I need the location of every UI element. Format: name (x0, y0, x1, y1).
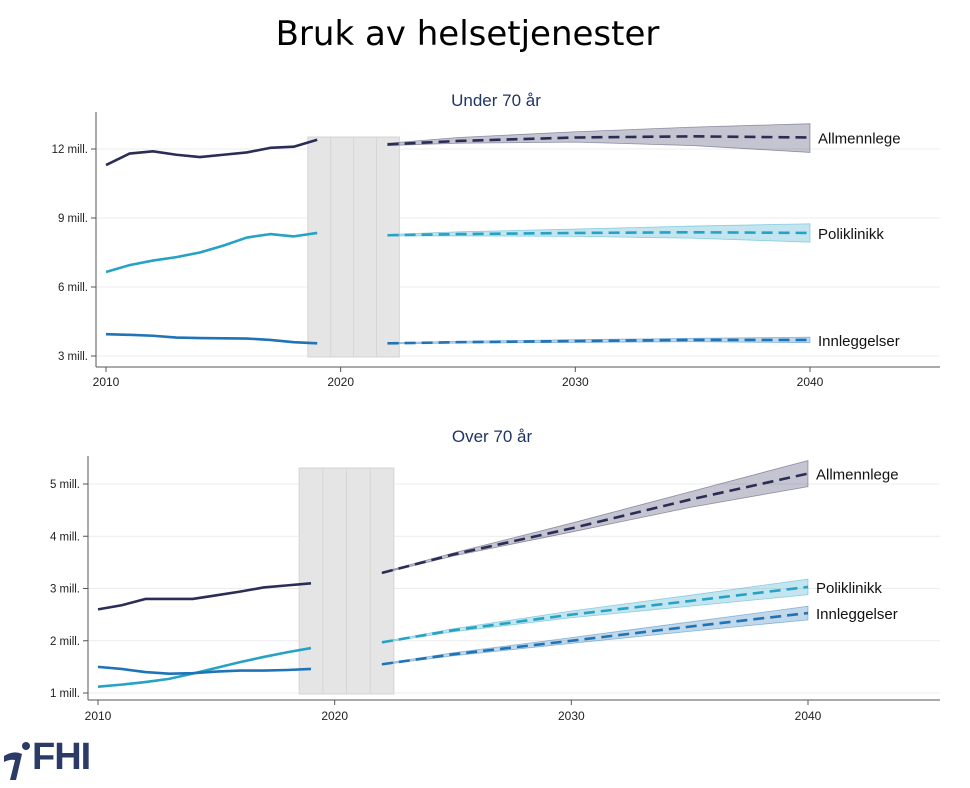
fhi-logo-text: FHI (32, 736, 91, 778)
page-title: Bruk av helsetjenester (275, 14, 660, 54)
x-tick-label: 2030 (558, 709, 585, 723)
chart-panel-2: Over 70 år 1 mill. 2 mill. 3 mill. 4 mill. 5 … (50, 427, 940, 723)
y-tick-label: 5 mill. (50, 479, 80, 491)
series-line-poliklinikk (97, 646, 312, 689)
chart-panel-1: Under 70 år 3 mill. 6 mill. 9 mill. 12 mill.… (52, 91, 940, 389)
series-label-innleggelser: Innleggelser (816, 606, 898, 623)
series-line-allmennlege (105, 138, 318, 167)
ci-band-allmennlege (381, 459, 809, 574)
x-tick-label: 2010 (93, 375, 120, 389)
series-label-allmennlege: Allmennlege (816, 467, 899, 484)
y-tick-label: 6 mill. (58, 282, 88, 294)
y-tick-label: 9 mill. (58, 213, 88, 225)
projection-line-poliklinikk (387, 230, 811, 237)
y-tick-label: 3 mill. (50, 584, 80, 596)
fhi-logo-icon (4, 742, 30, 780)
x-tick-label: 2040 (797, 375, 824, 389)
y-tick-label: 1 mill. (50, 688, 80, 700)
y-tick-label: 2 mill. (50, 636, 80, 648)
projection-line-poliklinikk (381, 585, 809, 644)
fhi-logo: FHI (2, 736, 122, 784)
series-line-allmennlege (97, 581, 312, 611)
series-line-innleggelser (105, 332, 318, 345)
series-line-poliklinikk (105, 231, 318, 274)
projection-line-innleggelser (387, 338, 810, 345)
chart-title: Under 70 år (451, 91, 541, 110)
y-tick-label: 3 mill. (58, 351, 88, 363)
series-line-innleggelser (97, 665, 312, 675)
x-tick-label: 2020 (321, 709, 348, 723)
x-tick-label: 2020 (327, 375, 354, 389)
series-label-poliklinikk: Poliklinikk (816, 580, 882, 597)
x-tick-label: 2010 (85, 709, 112, 723)
x-tick-label: 2030 (562, 375, 589, 389)
projection-line-innleggelser (381, 611, 809, 666)
series-label-poliklinikk: Poliklinikk (818, 226, 884, 243)
y-tick-label: 12 mill. (52, 144, 88, 156)
x-tick-label: 2040 (795, 709, 822, 723)
y-tick-label: 4 mill. (50, 531, 80, 543)
series-label-allmennlege: Allmennlege (818, 131, 901, 148)
projection-line-allmennlege (387, 135, 811, 146)
series-label-innleggelser: Innleggelser (818, 333, 900, 350)
chart-title: Over 70 år (452, 427, 533, 446)
projection-line-allmennlege (381, 472, 809, 575)
